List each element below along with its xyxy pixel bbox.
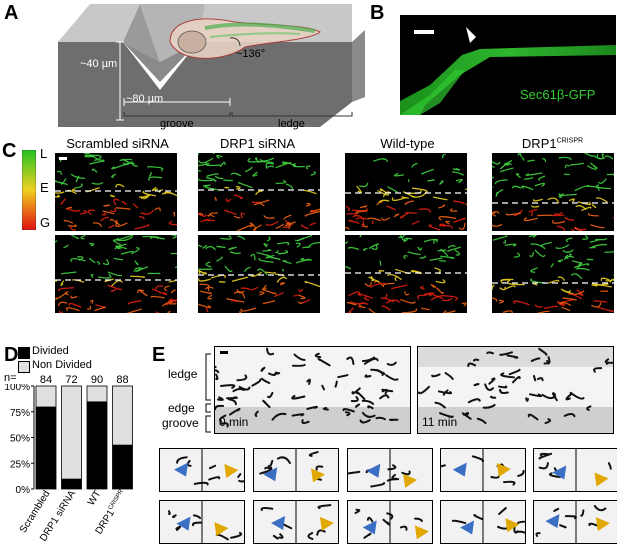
bar-non-divided <box>61 385 82 490</box>
y-tick-label: 75% <box>10 408 30 419</box>
yellow-arrowhead-icon <box>319 516 334 531</box>
fission-crop-pair <box>253 500 339 544</box>
time-label-0min: 0 min <box>219 415 249 429</box>
yellow-arrowhead-icon <box>403 473 418 488</box>
blue-arrowhead-icon <box>271 515 286 530</box>
yellow-arrowhead-icon <box>505 518 520 533</box>
n-value: 88 <box>116 374 129 386</box>
scale-label-g: G <box>40 215 51 230</box>
n-label: n= <box>4 372 17 384</box>
ledge-region-label: ledge <box>168 367 198 381</box>
yellow-arrowhead-icon <box>496 462 511 477</box>
fission-crop-pair <box>533 448 617 492</box>
yellow-arrowhead-icon <box>595 517 610 532</box>
legend-label-divided: Divided <box>32 345 69 357</box>
scale-label-l: L <box>40 146 48 161</box>
timelapse-frame-0min: 0 min <box>214 346 411 434</box>
er-image-tile <box>198 153 320 231</box>
fission-crop-pair <box>159 448 245 492</box>
time-label-11min: 11 min <box>422 415 458 429</box>
bar-divided <box>112 444 133 489</box>
arrowhead-icon <box>466 27 476 43</box>
y-tick-label: 0% <box>16 485 31 496</box>
fission-crop-pair <box>347 448 433 492</box>
blue-arrowhead-icon <box>174 462 189 477</box>
n-value: 72 <box>65 374 78 386</box>
blue-arrowhead-icon <box>545 514 560 529</box>
legend-label-non-divided: Non Divided <box>32 359 92 371</box>
er-image-tile <box>492 153 614 231</box>
column-title-drp1-sirna: DRP1 siRNA <box>219 136 296 151</box>
blue-arrowhead-icon <box>460 520 475 535</box>
legend-swatch-non-divided <box>18 361 30 373</box>
n-value: 84 <box>39 374 53 386</box>
bar-divided <box>87 401 107 489</box>
er-image-tile <box>492 235 614 313</box>
width-label: ~80 µm <box>126 93 164 105</box>
nucleus-shape <box>177 30 207 54</box>
marker-label: Sec61β-GFP <box>520 87 596 102</box>
fission-crop-pair <box>159 500 245 544</box>
groove-region-label: groove <box>162 416 199 430</box>
y-tick-label: 100% <box>4 384 30 393</box>
column-title-wild-type: Wild-type <box>380 136 435 151</box>
er-image-tile <box>55 235 177 313</box>
er-image-tile <box>345 235 467 313</box>
panel-label-b: B <box>370 2 385 24</box>
color-scale-bar <box>22 150 36 230</box>
blue-arrowhead-icon <box>452 462 467 477</box>
y-tick-label: 50% <box>10 434 30 445</box>
n-value: 90 <box>90 374 104 386</box>
yellow-arrowhead-icon <box>311 468 326 483</box>
er-image-tile <box>55 153 177 231</box>
timelapse-frame-11min: 11 min <box>417 346 614 434</box>
blue-arrowhead-icon <box>552 465 567 480</box>
fission-crop-pair <box>253 448 339 492</box>
blue-arrowhead-icon <box>366 463 381 478</box>
fission-crop-pair <box>440 500 526 544</box>
edge-region-label: edge <box>168 401 195 415</box>
blue-arrowhead-icon <box>176 516 191 531</box>
y-tick-label: 25% <box>10 459 30 470</box>
bar-divided <box>36 406 56 489</box>
er-image-tile <box>345 153 467 231</box>
yellow-arrowhead-icon <box>224 464 239 479</box>
scale-bar <box>220 351 228 354</box>
panel-label-d: D <box>4 344 19 366</box>
blue-arrowhead-icon <box>263 467 278 482</box>
groove-schematic <box>58 4 365 127</box>
fission-crop-pair <box>347 500 433 544</box>
fission-crop-pair <box>533 500 617 544</box>
blue-arrowhead-icon <box>362 520 377 535</box>
height-label: ~40 µm <box>80 58 118 70</box>
column-title-scrambled: Scrambled siRNA <box>66 136 169 151</box>
region-brackets <box>205 353 211 433</box>
scale-bar <box>59 157 67 160</box>
panel-label-a: A <box>4 2 19 24</box>
ledge-label: ledge <box>278 118 305 130</box>
panel-label-c: C <box>2 140 17 162</box>
yellow-arrowhead-icon <box>594 472 609 487</box>
x-category-label: WT <box>86 489 104 508</box>
er-image-tile <box>198 235 320 313</box>
fission-crop-pair <box>440 448 526 492</box>
yellow-arrowhead-icon <box>214 522 229 537</box>
sec61b-image: Sec61β-GFP <box>400 15 616 115</box>
legend-swatch-divided <box>18 347 30 359</box>
yellow-arrowhead-icon <box>414 525 429 540</box>
angle-label: ~136° <box>236 48 266 60</box>
bar-divided <box>61 478 82 489</box>
groove-label: groove <box>160 118 194 130</box>
scale-label-e: E <box>40 180 49 195</box>
column-title-drp1-crispr: DRP1CRISPR <box>521 136 584 151</box>
panel-label-e: E <box>152 344 166 366</box>
